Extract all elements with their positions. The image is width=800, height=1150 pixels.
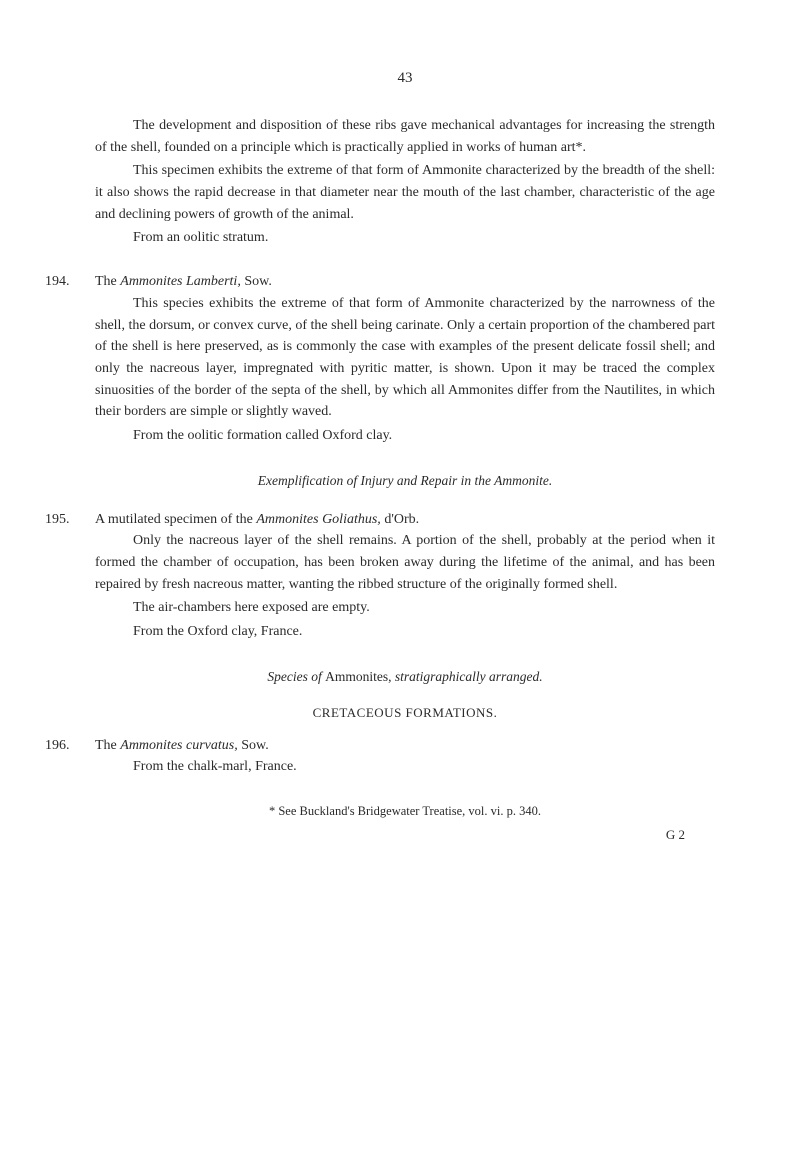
entry-194-title-prefix: The xyxy=(95,274,120,289)
section-title-species-suffix: stratigraphically arranged. xyxy=(395,669,543,684)
entry-194-paragraph-1: This species exhibits the extreme of tha… xyxy=(95,293,715,423)
entry-196-title-prefix: The xyxy=(95,738,120,753)
section-title-injury: Exemplification of Injury and Repair in … xyxy=(95,473,715,489)
entry-194-paragraph-2: From the oolitic formation called Oxford… xyxy=(95,425,715,447)
entry-194-title-italic: Ammonites Lamberti, xyxy=(120,274,241,289)
entry-196: 196. The Ammonites curvatus, Sow. From t… xyxy=(95,735,715,778)
entry-195-paragraph-3: From the Oxford clay, France. xyxy=(95,621,715,643)
entry-195-paragraph-2: The air-chambers here exposed are empty. xyxy=(95,597,715,619)
entry-195-title: A mutilated specimen of the Ammonites Go… xyxy=(95,509,715,531)
entry-195-paragraph-1: Only the nacreous layer of the shell rem… xyxy=(95,530,715,595)
entry-195-number: 195. xyxy=(45,509,95,531)
entry-195-title-suffix: d'Orb. xyxy=(381,512,419,527)
section-caps-cretaceous: CRETACEOUS FORMATIONS. xyxy=(95,705,715,721)
intro-paragraph-2: This specimen exhibits the extreme of th… xyxy=(95,160,715,225)
entry-194-title-suffix: Sow. xyxy=(241,274,272,289)
entry-196-paragraph-1: From the chalk-marl, France. xyxy=(95,756,715,778)
entry-195-title-prefix: A mutilated specimen of the xyxy=(95,512,256,527)
entry-196-title-italic: Ammonites curvatus, xyxy=(120,738,237,753)
intro-paragraph-1: The development and disposition of these… xyxy=(95,115,715,158)
entry-194-number: 194. xyxy=(45,271,95,293)
entry-196-number: 196. xyxy=(45,735,95,757)
entry-195-title-italic: Ammonites Goliathus, xyxy=(256,512,380,527)
entry-196-title-suffix: Sow. xyxy=(238,738,269,753)
section-title-species-prefix: Species of xyxy=(267,669,325,684)
entry-194: 194. The Ammonites Lamberti, Sow. This s… xyxy=(95,271,715,447)
signature-mark: G 2 xyxy=(95,827,715,843)
entry-196-title: The Ammonites curvatus, Sow. xyxy=(95,735,715,757)
intro-paragraph-3: From an oolitic stratum. xyxy=(95,227,715,249)
entry-194-header: 194. The Ammonites Lamberti, Sow. xyxy=(45,271,715,293)
section-title-species: Species of Ammonites, stratigraphically … xyxy=(95,669,715,685)
entry-195: 195. A mutilated specimen of the Ammonit… xyxy=(95,509,715,643)
entry-194-title: The Ammonites Lamberti, Sow. xyxy=(95,271,715,293)
page-number: 43 xyxy=(95,70,715,87)
entry-196-header: 196. The Ammonites curvatus, Sow. xyxy=(45,735,715,757)
entry-195-header: 195. A mutilated specimen of the Ammonit… xyxy=(45,509,715,531)
footnote: * See Buckland's Bridgewater Treatise, v… xyxy=(95,804,715,819)
section-title-species-plain: Ammonites, xyxy=(325,669,395,684)
